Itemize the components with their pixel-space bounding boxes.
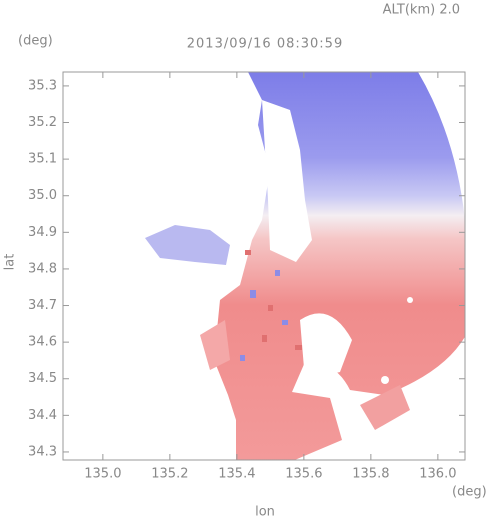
y-tick-label: 34.3 — [28, 444, 57, 459]
y-tick-label: 34.4 — [28, 408, 57, 423]
x-unit: (deg) — [452, 485, 487, 500]
y-axis-label: lat — [3, 254, 18, 271]
radar-field — [145, 72, 465, 460]
chart-title: 2013/09/16 08:30:59 — [187, 37, 343, 52]
frame — [62, 71, 466, 461]
x-tick-label: 135.4 — [218, 467, 255, 482]
y-tick-label: 34.8 — [28, 261, 57, 276]
x-tick-label: 135.0 — [84, 467, 121, 482]
y-tick-label: 34.9 — [28, 225, 57, 240]
y-tick-label: 34.5 — [28, 371, 57, 386]
y-unit: (deg) — [18, 34, 53, 49]
y-tick-label: 34.7 — [28, 298, 57, 313]
x-tick-label: 135.6 — [285, 467, 322, 482]
y-tick-label: 35.1 — [28, 152, 57, 167]
speckle — [240, 250, 413, 384]
x-tick-label: 136.0 — [419, 467, 456, 482]
y-tick-label: 35.2 — [28, 115, 57, 130]
y-tick-label: 34.6 — [28, 335, 57, 350]
x-tick-label: 135.8 — [352, 467, 389, 482]
y-tick-label: 35.3 — [28, 78, 57, 93]
altitude: ALT(km) 2.0 — [383, 3, 460, 18]
y-tick-label: 35.0 — [28, 188, 57, 203]
x-axis-label: lon — [255, 505, 275, 520]
x-tick-label: 135.2 — [151, 467, 188, 482]
